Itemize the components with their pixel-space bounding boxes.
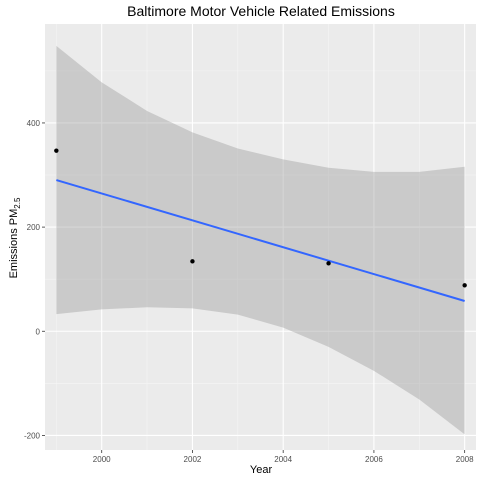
- y-axis-title-subscript: 2.5: [13, 197, 22, 209]
- chart-title: Baltimore Motor Vehicle Related Emission…: [127, 3, 395, 19]
- x-tick-label: 2004: [274, 455, 292, 464]
- y-tick-label: -200: [24, 431, 41, 440]
- x-tick-label: 2008: [456, 455, 474, 464]
- x-axis-title: Year: [250, 464, 273, 476]
- x-tick-label: 2000: [93, 455, 111, 464]
- data-point: [54, 148, 58, 152]
- data-point: [462, 283, 466, 287]
- data-point: [190, 259, 194, 263]
- y-axis-ticks: -200 0 200 400: [24, 119, 45, 440]
- y-tick-label: 400: [27, 119, 41, 128]
- y-axis-title: Emissions PM2.5: [8, 197, 22, 278]
- y-tick-label: 0: [36, 327, 41, 336]
- data-point: [326, 261, 330, 265]
- x-tick-label: 2002: [184, 455, 202, 464]
- y-axis-title-main: Emissions PM: [8, 209, 20, 279]
- x-tick-label: 2006: [365, 455, 383, 464]
- y-tick-label: 200: [27, 223, 41, 232]
- x-axis-ticks: 2000 2002 2004 2006 2008: [93, 450, 474, 464]
